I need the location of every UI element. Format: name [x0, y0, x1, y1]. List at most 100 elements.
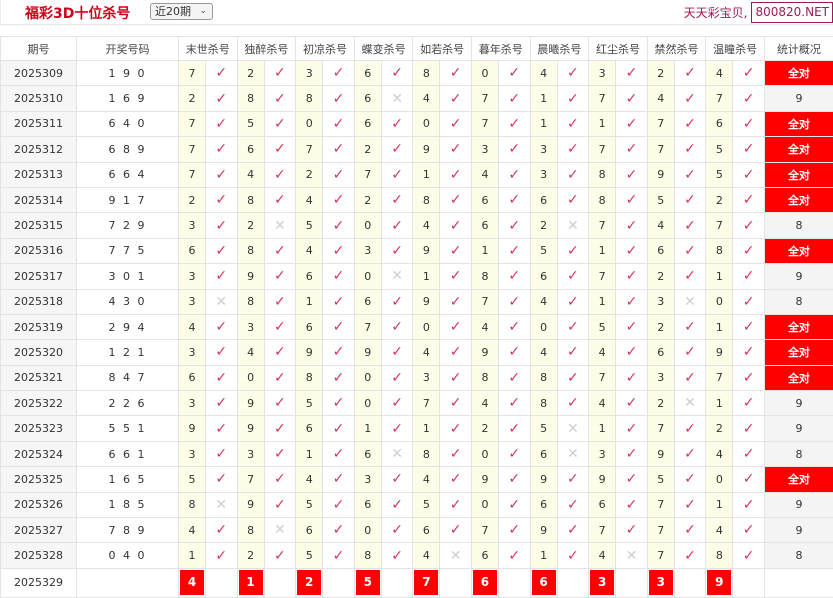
check-icon: ✓ — [263, 263, 297, 290]
check-icon: ✓ — [322, 542, 355, 569]
kill-number-cell: 9 — [470, 466, 499, 493]
check-icon: ✓ — [732, 59, 765, 87]
check-icon: ✓ — [732, 390, 765, 417]
kill-number-cell: 1 — [705, 390, 734, 417]
kill-number-cell: 3 — [470, 136, 499, 163]
check-icon: ✓ — [322, 313, 355, 341]
kill-number-cell: 1 — [588, 415, 617, 442]
check-icon: ✓ — [732, 212, 765, 239]
check-icon: ✓ — [205, 466, 238, 493]
check-icon: ✓ — [205, 85, 238, 112]
draw-number-cell: 6 4 0 — [76, 110, 179, 138]
kill-number-cell: 4 — [412, 542, 441, 569]
kill-number-cell: 3 — [646, 288, 675, 315]
kill-number-cell: 1 — [529, 542, 558, 569]
check-icon: ✓ — [497, 186, 531, 214]
table-row: 2025328 0 4 0 1 ✓ 2 ✓ 5 ✓ 8 ✓ 4 ✕ 6 ✓ 1 ✓ 4 ✕ 7 ✓ 8 ✓ 8 — [0, 542, 833, 569]
kill-number-cell: 5 — [529, 415, 558, 442]
kill-number-cell: 5 — [705, 136, 734, 163]
issue-cell: 2025329 — [0, 567, 77, 598]
current-kill-number: 1 — [238, 570, 263, 596]
check-icon: ✓ — [263, 339, 297, 366]
kill-number-cell: 7 — [353, 161, 382, 188]
stat-cell: 全对 — [763, 237, 833, 265]
kill-number-cell: 2 — [646, 313, 675, 341]
check-icon: ✓ — [380, 390, 414, 417]
kill-number-cell: 6 — [470, 542, 499, 569]
table-row: 2025311 6 4 0 7 ✓ 5 ✓ 0 ✓ 6 ✓ 0 ✓ 7 ✓ 1 ✓ 1 ✓ 7 ✓ 6 ✓ 全对 — [0, 110, 833, 138]
kill-number-cell: 9 — [236, 415, 265, 442]
check-icon: ✓ — [263, 390, 297, 417]
check-icon: ✓ — [380, 491, 414, 519]
check-icon: ✓ — [615, 491, 648, 519]
kill-number-cell: 2 — [646, 390, 675, 417]
period-select[interactable]: 近20期 ⌄ — [150, 3, 213, 20]
table-row: 2025322 2 2 6 3 ✓ 9 ✓ 5 ✓ 0 ✓ 7 ✓ 4 ✓ 8 ✓ 4 ✓ 2 ✕ 1 ✓ 9 — [0, 390, 833, 417]
kill-number-cell: 2 — [705, 415, 734, 442]
kill-number-cell: 4 — [295, 186, 324, 214]
issue-cell: 2025320 — [0, 339, 77, 366]
check-icon: ✓ — [205, 313, 238, 341]
check-icon: ✓ — [322, 517, 355, 544]
kill-number-cell: 6 — [353, 440, 382, 468]
kill-number-cell: 3 — [353, 237, 382, 265]
kill-number-cell: 4 — [470, 390, 499, 417]
check-icon: ✓ — [497, 466, 531, 493]
kill-number-cell: 5 — [295, 542, 324, 569]
kill-number-cell: 5 — [236, 110, 265, 138]
kill-number-cell: 4 — [412, 339, 441, 366]
table-row: 2025320 1 2 1 3 ✓ 4 ✓ 9 ✓ 9 ✓ 4 ✓ 9 ✓ 4 ✓ 4 ✓ 6 ✓ 9 ✓ 全对 — [0, 339, 833, 366]
check-icon: ✓ — [205, 440, 238, 468]
kill-number-cell: 8 — [412, 186, 441, 214]
check-icon: ✓ — [615, 136, 648, 163]
table-row: 2025309 1 9 0 7 ✓ 2 ✓ 3 ✓ 6 ✓ 8 ✓ 0 ✓ 4 ✓ 3 ✓ 2 ✓ 4 ✓ 全对 — [0, 59, 833, 87]
kill-number-cell: 8 — [588, 186, 617, 214]
kill-number-cell: 4 — [178, 517, 206, 544]
kill-number-cell: 7 — [705, 212, 734, 239]
check-icon: ✓ — [205, 339, 238, 366]
top-bar: 福彩3D十位杀号 近20期 ⌄ 天天彩宝贝, 800820.NET — [0, 0, 833, 25]
check-icon: ✓ — [556, 59, 590, 87]
kill-number-cell: 0 — [470, 491, 499, 519]
kill-number-cell: 7 — [588, 517, 617, 544]
kill-number-cell: 0 — [353, 517, 382, 544]
check-icon: ✓ — [497, 288, 531, 315]
check-icon: ✓ — [556, 466, 590, 493]
draw-number-cell: 1 8 5 — [76, 491, 179, 519]
kill-number-cell: 6 — [353, 288, 382, 315]
check-icon: ✓ — [673, 263, 707, 290]
current-kill-cell: 6 — [470, 567, 499, 598]
current-kill-cell: 1 — [236, 567, 265, 598]
empty-cell — [439, 567, 472, 598]
check-icon: ✓ — [263, 288, 297, 315]
kill-number-cell: 1 — [178, 542, 206, 569]
check-icon: ✓ — [615, 85, 648, 112]
kill-number-cell: 3 — [236, 440, 265, 468]
table-row: 2025321 8 4 7 6 ✓ 0 ✓ 8 ✓ 0 ✓ 3 ✓ 8 ✓ 8 ✓ 7 ✓ 3 ✓ 7 ✓ 全对 — [0, 364, 833, 392]
check-icon: ✓ — [732, 415, 765, 442]
stat-cell: 9 — [763, 390, 833, 417]
draw-number-cell: 1 9 0 — [76, 59, 179, 87]
issue-cell: 2025316 — [0, 237, 77, 265]
empty-cell — [205, 567, 238, 598]
kill-number-cell: 5 — [295, 212, 324, 239]
check-icon: ✓ — [556, 390, 590, 417]
table-row: 2025319 2 9 4 4 ✓ 3 ✓ 6 ✓ 7 ✓ 0 ✓ 4 ✓ 0 ✓ 5 ✓ 2 ✓ 1 ✓ 全对 — [0, 313, 833, 341]
cross-icon: ✕ — [439, 542, 472, 569]
kill-number-table: 期号 开奖号码 末世杀号 独醉杀号 初凉杀号 蝶变杀号 如若杀号 暮年杀号 晨曦杀号 红尘杀号 禁然… — [0, 36, 833, 598]
site-url-link[interactable]: 800820.NET — [751, 2, 833, 23]
check-icon: ✓ — [556, 364, 590, 392]
kill-number-cell: 6 — [295, 415, 324, 442]
check-icon: ✓ — [497, 364, 531, 392]
kill-number-cell: 1 — [295, 288, 324, 315]
check-icon: ✓ — [380, 466, 414, 493]
kill-number-cell: 2 — [178, 85, 206, 112]
empty-cell — [615, 567, 648, 598]
kill-number-cell: 4 — [588, 542, 617, 569]
check-icon: ✓ — [732, 517, 765, 544]
check-icon: ✓ — [439, 212, 472, 239]
table-header-row: 期号 开奖号码 末世杀号 独醉杀号 初凉杀号 蝶变杀号 如若杀号 暮年杀号 晨曦杀号 红尘杀号 禁然… — [0, 36, 833, 61]
check-icon: ✓ — [380, 59, 414, 87]
table-row: 2025313 6 6 4 7 ✓ 4 ✓ 2 ✓ 7 ✓ 1 ✓ 4 ✓ 3 ✓ 8 ✓ 9 ✓ 5 ✓ 全对 — [0, 161, 833, 188]
issue-cell: 2025324 — [0, 440, 77, 468]
